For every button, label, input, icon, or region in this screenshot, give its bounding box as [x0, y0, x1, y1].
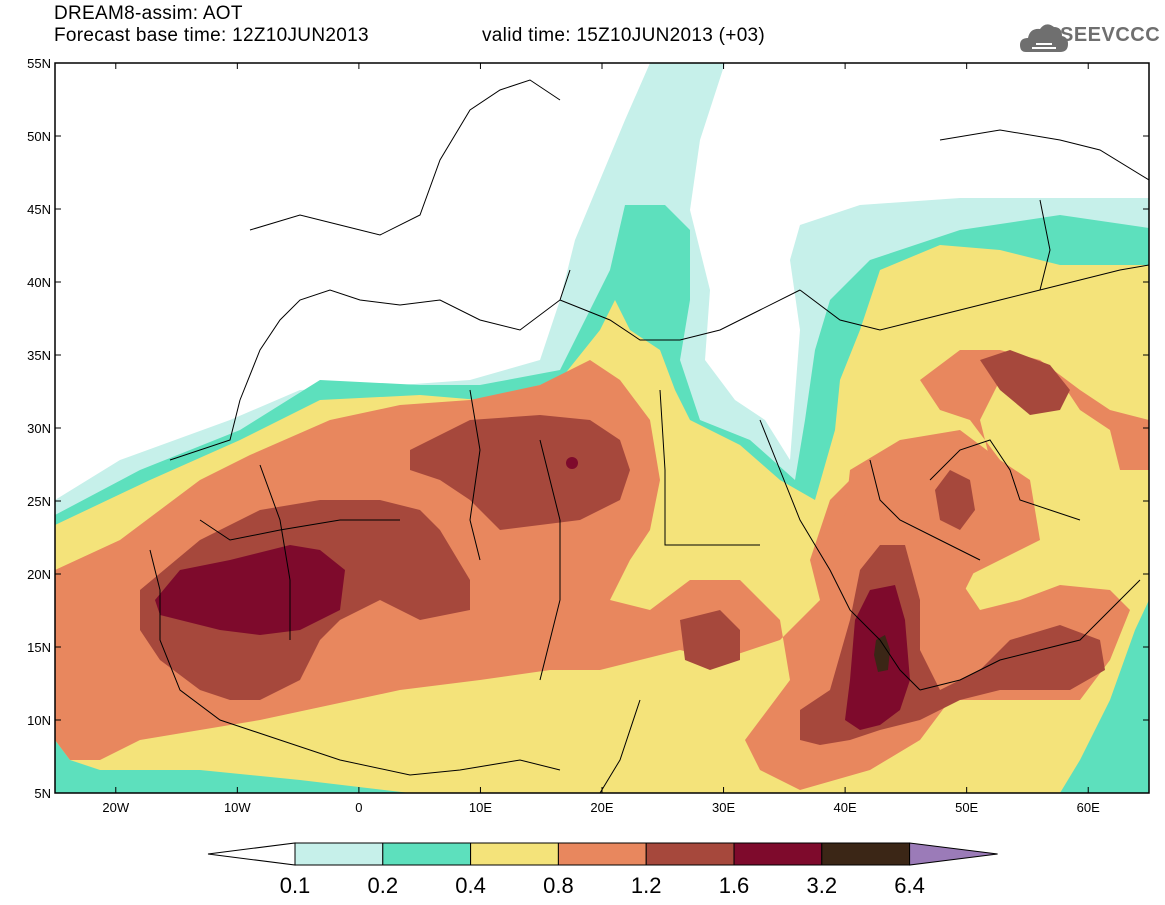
logo-text: SEEVCCC — [1060, 24, 1161, 46]
lat-tick-label: 5N — [34, 786, 51, 801]
lat-tick-label: 30N — [27, 421, 51, 436]
aot-band-1.6-dot — [566, 457, 578, 469]
aot-band-1.2-iran — [980, 350, 1070, 415]
map-title: DREAM8-assim: AOT — [54, 3, 243, 24]
latitude-ticks: 55N 50N 45N 40N 35N 30N 25N 20N 15N 10N 5N — [27, 56, 1149, 801]
colorbar-swatch — [557, 842, 647, 866]
colorbar-swatch — [821, 842, 911, 866]
lon-tick-label: 10E — [469, 800, 492, 815]
colorbar-level-label: 0.2 — [367, 873, 399, 898]
colorbar-swatch — [294, 842, 384, 866]
colorbar-level-label: 0.1 — [279, 873, 311, 898]
colorbar-level-label: 1.6 — [718, 873, 750, 898]
lon-tick-label: 20W — [102, 800, 129, 815]
lat-tick-label: 45N — [27, 202, 51, 217]
colorbar-swatch — [382, 842, 472, 866]
lat-tick-label: 25N — [27, 494, 51, 509]
colorbar-under-arrow — [207, 842, 296, 866]
colorbar-swatch — [645, 842, 735, 866]
longitude-ticks: 20W 10W 0 10E 20E 30E 40E 50E 60E — [102, 63, 1100, 815]
cloud-logo-icon — [1020, 24, 1068, 52]
lon-tick-label: 10W — [224, 800, 251, 815]
aot-band-1.2-libya — [410, 415, 630, 530]
lat-tick-label: 50N — [27, 129, 51, 144]
aot-band-1.2-arabia — [935, 470, 975, 530]
aot-band-1.6 — [155, 545, 345, 635]
aot-contours — [55, 63, 1149, 793]
lat-tick-label: 55N — [27, 56, 51, 71]
lon-tick-label: 40E — [834, 800, 857, 815]
lon-tick-label: 20E — [590, 800, 613, 815]
lat-tick-label: 20N — [27, 567, 51, 582]
lat-tick-label: 40N — [27, 275, 51, 290]
lat-tick-label: 15N — [27, 640, 51, 655]
forecast-base-time: Forecast base time: 12Z10JUN2013 — [54, 25, 369, 46]
colorbar-level-label: 3.2 — [806, 873, 838, 898]
lon-tick-label: 30E — [712, 800, 735, 815]
colorbar-level-label: 0.4 — [455, 873, 486, 898]
colorbar-swatch — [733, 842, 823, 866]
colorbar-over-arrow — [909, 842, 998, 866]
aot-band-3.2 — [874, 635, 890, 672]
colorbar-level-label: 0.8 — [543, 873, 574, 898]
valid-time: valid time: 15Z10JUN2013 (+03) — [482, 25, 766, 46]
lon-tick-label: 60E — [1077, 800, 1100, 815]
lat-tick-label: 35N — [27, 348, 51, 363]
colorbar-level-label: 1.2 — [630, 873, 662, 898]
aot-band-1.2-sudan — [680, 610, 740, 670]
lon-tick-label: 0 — [355, 800, 362, 815]
colorbar-level-label: 6.4 — [894, 873, 925, 898]
lon-tick-label: 50E — [955, 800, 978, 815]
colorbar — [207, 842, 998, 866]
coastlines — [149, 79, 1149, 793]
lat-tick-label: 10N — [27, 713, 51, 728]
colorbar-swatch — [470, 842, 559, 866]
